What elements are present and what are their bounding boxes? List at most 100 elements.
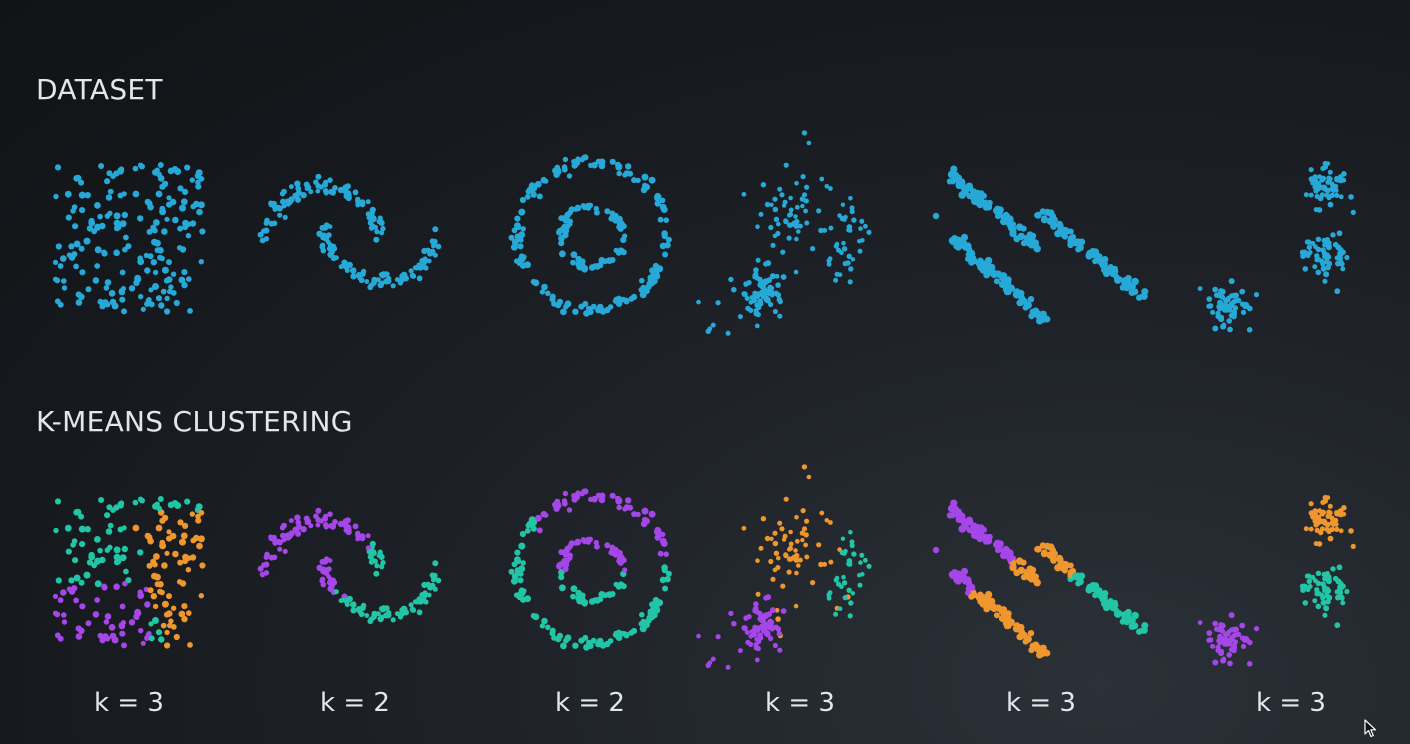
cluster-point: [1212, 659, 1219, 666]
data-point: [793, 218, 800, 225]
data-point: [1341, 177, 1347, 183]
cluster-point: [582, 488, 589, 495]
cluster-point: [179, 580, 187, 587]
kmeans-clustering-title: K-MEANS CLUSTERING: [36, 405, 353, 438]
data-point: [166, 195, 172, 201]
data-point: [1218, 303, 1224, 310]
data-point: [534, 180, 542, 188]
data-point: [198, 259, 204, 265]
cluster-point: [786, 569, 792, 575]
cluster-point: [654, 528, 661, 536]
dataset-plot-two-moons: [257, 173, 442, 291]
cluster-point: [157, 496, 164, 502]
cluster-point: [284, 532, 290, 538]
cluster-point: [1226, 652, 1232, 658]
data-point: [195, 183, 202, 190]
data-point: [132, 165, 139, 172]
data-point: [616, 215, 623, 223]
data-point: [555, 167, 561, 173]
data-point: [1121, 277, 1129, 285]
cluster-point: [842, 595, 848, 601]
data-point: [788, 195, 793, 201]
cluster-point: [315, 522, 321, 528]
cluster-point: [71, 538, 78, 544]
cluster-point: [377, 615, 384, 623]
cluster-point: [965, 590, 971, 596]
data-point: [187, 308, 193, 314]
data-point: [549, 293, 556, 300]
data-point: [359, 277, 365, 283]
cluster-point: [182, 558, 189, 565]
data-point: [572, 308, 579, 315]
data-point: [300, 192, 307, 199]
cluster-point: [159, 517, 166, 524]
data-point: [1301, 249, 1308, 256]
cluster-point: [532, 613, 540, 621]
cluster-point: [61, 619, 68, 625]
cluster-point: [768, 619, 775, 626]
data-point: [152, 227, 158, 234]
cluster-point: [68, 577, 75, 584]
data-point: [801, 130, 808, 136]
data-point: [837, 272, 843, 278]
cluster-point: [277, 546, 283, 552]
cluster-point: [848, 529, 853, 535]
cluster-point: [581, 599, 589, 606]
data-point: [113, 225, 121, 232]
kmeans-plot-anisotropic-stripes: [932, 499, 1149, 659]
data-point: [654, 194, 661, 202]
data-point: [782, 199, 788, 205]
data-point: [662, 251, 669, 258]
cluster-point: [800, 537, 805, 543]
cluster-point: [559, 584, 566, 592]
cluster-point: [155, 524, 163, 532]
cluster-point: [575, 490, 581, 497]
data-point: [514, 222, 521, 230]
cluster-point: [427, 584, 434, 591]
cluster-point: [1302, 600, 1309, 606]
data-point: [86, 225, 93, 232]
cluster-point: [1020, 559, 1027, 566]
data-point: [797, 223, 803, 229]
cluster-point: [833, 611, 839, 617]
data-point: [568, 206, 575, 213]
cluster-point: [769, 536, 774, 541]
data-point: [846, 253, 852, 259]
data-point: [751, 297, 758, 304]
cluster-point: [514, 549, 521, 556]
cluster-point: [1341, 505, 1347, 511]
data-point: [429, 238, 435, 244]
data-point: [849, 208, 855, 215]
cluster-point: [598, 492, 606, 500]
cluster-point: [94, 597, 101, 603]
cluster-point: [1338, 528, 1344, 534]
k-label-anisotropic-stripes: k = 3: [1006, 688, 1076, 718]
data-point: [622, 233, 628, 239]
data-point: [1303, 192, 1309, 198]
cluster-point: [764, 535, 771, 542]
cluster-point: [536, 527, 543, 534]
cluster-point: [751, 631, 758, 638]
data-point: [1240, 309, 1247, 315]
cluster-point: [555, 635, 562, 643]
cluster-point: [121, 642, 127, 649]
cluster-point: [1125, 615, 1133, 624]
cluster-point: [518, 542, 526, 550]
data-point: [295, 196, 302, 202]
data-point: [954, 236, 962, 244]
cluster-point: [1337, 587, 1343, 593]
cluster-point: [181, 603, 188, 610]
data-point: [665, 236, 672, 243]
data-point: [794, 236, 799, 242]
data-point: [272, 206, 278, 212]
data-point: [1324, 193, 1330, 198]
data-point: [562, 231, 569, 239]
data-point: [1316, 207, 1323, 213]
data-point: [150, 259, 157, 266]
cluster-point: [786, 556, 793, 562]
cluster-point: [432, 560, 439, 567]
cluster-point: [984, 534, 993, 542]
data-point: [1304, 239, 1310, 245]
cluster-point: [295, 530, 302, 536]
cluster-point: [755, 646, 761, 652]
